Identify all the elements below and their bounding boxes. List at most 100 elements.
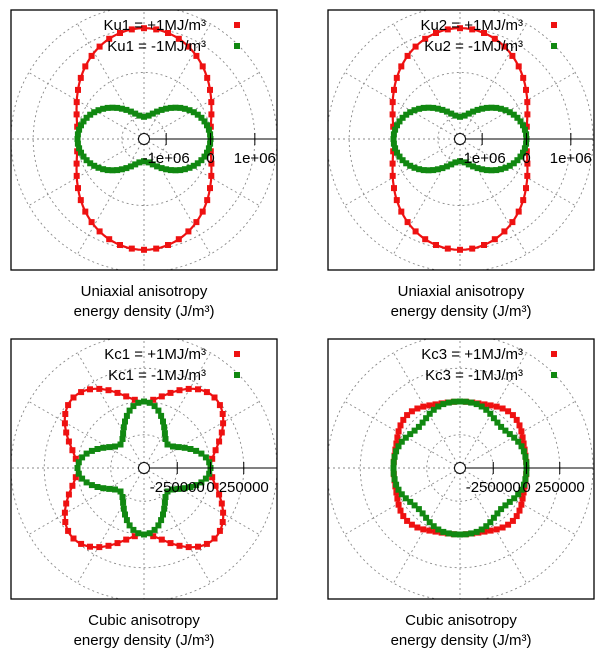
data-point: [141, 531, 147, 538]
data-point: [203, 540, 210, 547]
data-point: [506, 431, 513, 438]
data-point: [82, 63, 89, 70]
grid-spoke: [459, 352, 527, 469]
data-point: [393, 197, 400, 204]
data-point: [175, 485, 182, 492]
chart-frame: [10, 9, 278, 271]
legend-label: Kc1 = -1MJ/m³: [108, 367, 206, 384]
data-point: [416, 105, 423, 112]
data-point: [62, 411, 69, 417]
data-point: [87, 386, 93, 393]
data-point: [494, 510, 501, 517]
grid-spoke: [393, 467, 461, 584]
data-point: [201, 118, 208, 125]
data-point: [181, 485, 188, 492]
origin-marker: [454, 462, 466, 474]
data-point: [170, 443, 176, 450]
x-axis-label-line1: Cubic anisotropy: [405, 612, 517, 629]
data-point: [136, 159, 143, 166]
data-point: [150, 533, 157, 540]
data-point: [404, 412, 411, 419]
data-point: [220, 420, 227, 427]
data-point: [88, 219, 95, 226]
data-point: [470, 163, 477, 170]
data-point: [462, 398, 469, 405]
data-point: [391, 185, 397, 192]
data-point: [497, 105, 504, 112]
grid-spoke: [77, 352, 145, 469]
data-point: [87, 111, 94, 118]
data-point: [136, 112, 143, 119]
data-point: [194, 160, 201, 167]
data-point: [407, 498, 414, 505]
data-point: [181, 105, 188, 112]
data-point: [400, 416, 407, 423]
data-point: [96, 544, 103, 551]
data-point: [216, 527, 223, 534]
grid-spoke: [143, 467, 211, 584]
data-point: [167, 540, 174, 547]
data-point: [444, 245, 451, 252]
plot-area: -1e+06 0 1e+06: [328, 10, 594, 270]
data-point: [164, 488, 171, 495]
data-point: [487, 527, 494, 534]
data-point: [202, 475, 209, 482]
data-point: [505, 521, 512, 528]
data-point: [404, 517, 411, 524]
grid-spoke: [344, 72, 461, 140]
data-point: [452, 112, 459, 119]
data-point: [104, 104, 111, 111]
grid-spoke: [143, 352, 211, 469]
data-point: [158, 393, 165, 400]
data-point: [162, 494, 169, 500]
data-point: [146, 399, 153, 406]
data-point: [123, 536, 130, 543]
data-point: [163, 105, 170, 112]
data-point: [443, 163, 450, 170]
data-point: [519, 434, 526, 441]
legend-marker: [234, 351, 240, 357]
data-point: [457, 113, 463, 120]
legend-label: Ku1 = +1MJ/m³: [103, 17, 206, 34]
data-point: [117, 488, 124, 495]
data-point: [523, 185, 529, 192]
data-point: [518, 428, 525, 435]
data-point: [399, 114, 406, 121]
data-point: [175, 35, 182, 42]
data-point: [145, 112, 152, 119]
polar-chart-1: -1e+06 0 1e+06 Ku1 = +1MJ/m³ Ku1 = -1MJ/m³ Un…: [10, 9, 278, 320]
grid-spoke: [28, 72, 145, 140]
data-point: [203, 389, 210, 396]
data-point: [146, 530, 153, 537]
origin-marker: [138, 462, 150, 474]
origin-marker: [454, 133, 466, 145]
x-axis-label-line2: energy density (J/m³): [74, 303, 215, 320]
data-point: [393, 448, 400, 455]
polar-chart-3: -250000 0 250000 Kc1 = +1MJ/m³ Kc1 = -1MJ/m³…: [10, 338, 278, 649]
data-point: [435, 403, 442, 410]
data-point: [517, 153, 524, 160]
data-point: [522, 453, 529, 460]
data-point: [448, 110, 455, 117]
data-point: [520, 74, 527, 81]
data-point: [419, 419, 426, 426]
data-point: [72, 474, 79, 481]
data-point: [96, 43, 103, 50]
data-point: [130, 403, 137, 410]
data-point: [205, 145, 212, 152]
data-point: [430, 406, 437, 413]
data-point: [407, 109, 414, 116]
data-point: [135, 530, 142, 537]
data-point: [154, 108, 161, 115]
data-point: [420, 104, 427, 111]
data-point: [193, 52, 200, 59]
data-point: [181, 444, 188, 451]
legend-marker: [551, 351, 557, 357]
data-point: [414, 524, 421, 531]
data-point: [509, 412, 516, 419]
data-point: [493, 403, 500, 410]
data-point: [430, 523, 437, 530]
data-point: [186, 107, 193, 114]
data-point: [390, 465, 397, 471]
